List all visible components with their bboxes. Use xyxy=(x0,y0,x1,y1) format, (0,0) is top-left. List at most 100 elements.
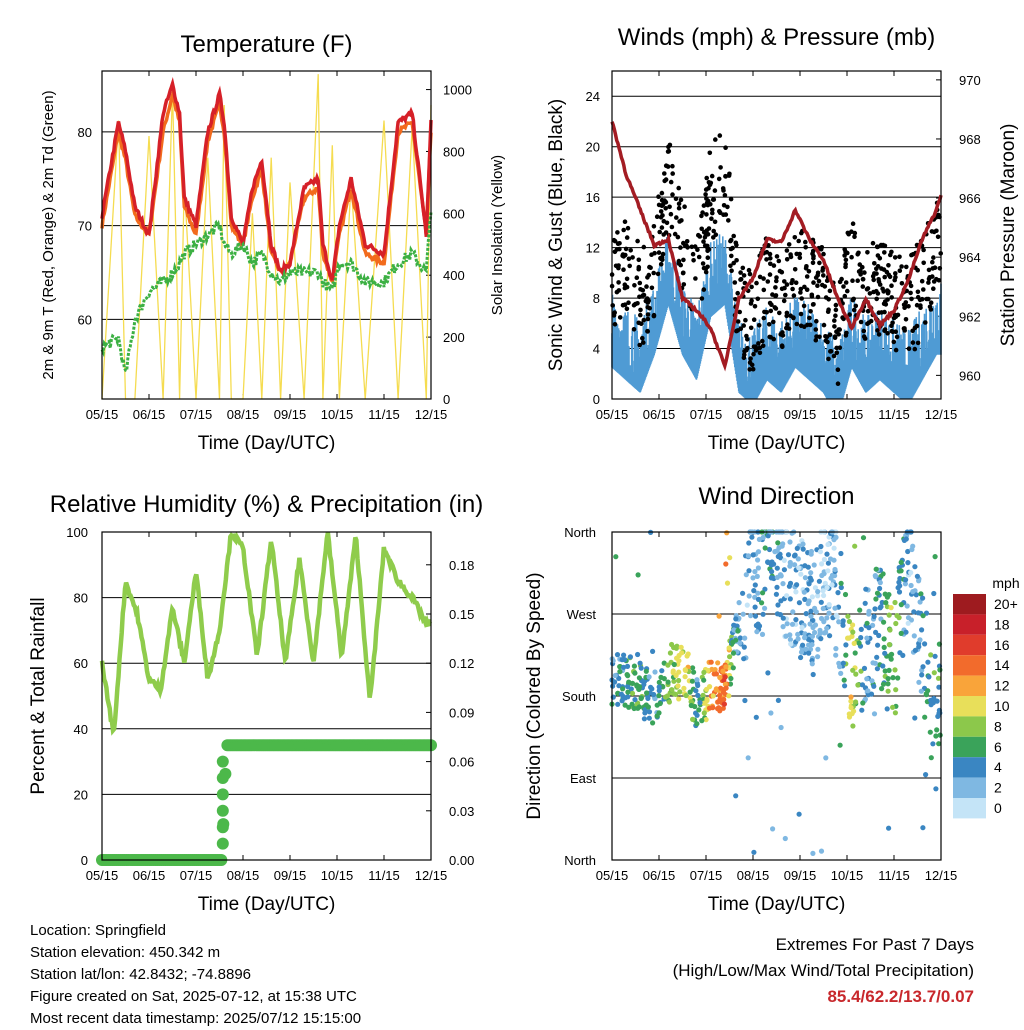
x-tick-label: 07/15 xyxy=(180,868,213,883)
gust-point xyxy=(675,234,681,240)
gust-point xyxy=(816,278,822,284)
humidity-panel: Relative Humidity (%) & Precipitation (i… xyxy=(28,491,483,915)
y-tick-label: South xyxy=(562,689,596,704)
x-tick-label: 07/15 xyxy=(690,407,723,422)
direction-point xyxy=(658,674,664,681)
gust-point xyxy=(815,283,820,289)
direction-point xyxy=(806,581,812,587)
gust-point xyxy=(749,298,754,304)
gust-point xyxy=(849,254,854,260)
direction-point xyxy=(808,570,814,576)
wind-x-label: Time (Day/UTC) xyxy=(708,433,846,454)
direction-point xyxy=(736,600,742,606)
direction-point xyxy=(896,579,902,585)
x-tick-label: 11/15 xyxy=(878,868,910,883)
direction-point xyxy=(669,687,675,693)
direction-point xyxy=(656,684,662,690)
direction-point xyxy=(665,662,671,668)
gust-point xyxy=(928,300,934,306)
direction-point xyxy=(678,644,684,650)
direction-point xyxy=(896,589,903,595)
direction-point xyxy=(727,654,733,660)
direction-point xyxy=(885,676,891,682)
direction-point xyxy=(851,640,857,647)
gust-point xyxy=(704,212,709,217)
direction-point xyxy=(871,711,878,717)
direction-point xyxy=(856,640,862,646)
gust-point xyxy=(826,356,831,362)
y2-tick-label: 1000 xyxy=(443,83,472,98)
x-tick-label: 10/15 xyxy=(321,868,354,883)
gust-point xyxy=(843,333,849,338)
direction-point xyxy=(745,755,751,761)
gust-point xyxy=(728,238,733,244)
gust-point xyxy=(921,287,926,292)
direction-point xyxy=(850,723,856,729)
direction-panel: Wind Direction 05/15 06/15 07/15 08/15 09/15 1… xyxy=(524,483,1020,915)
y-tick-label: 12 xyxy=(586,241,600,256)
direction-point xyxy=(886,612,892,618)
direction-point xyxy=(866,611,872,617)
gust-point xyxy=(934,228,939,234)
direction-point xyxy=(800,642,806,648)
direction-point xyxy=(903,629,909,635)
y-tick-label: 40 xyxy=(74,722,88,737)
gust-point xyxy=(843,264,848,270)
gust-point xyxy=(651,270,656,276)
direction-point xyxy=(762,605,768,611)
direction-point xyxy=(807,621,813,627)
wind-y2-label: Station Pressure (Maroon) xyxy=(998,124,1019,347)
direction-point xyxy=(890,704,896,710)
gust-point xyxy=(641,340,646,345)
gust-point xyxy=(889,328,895,334)
direction-point xyxy=(752,604,758,610)
gust-point xyxy=(814,318,819,324)
direction-point xyxy=(627,654,634,660)
direction-point xyxy=(850,622,856,628)
gust-point xyxy=(673,196,679,201)
direction-point xyxy=(930,741,936,747)
gust-point xyxy=(811,255,816,261)
direction-point xyxy=(919,627,925,633)
gust-point xyxy=(906,346,912,352)
direction-point xyxy=(677,689,683,695)
direction-point xyxy=(751,849,757,855)
direction-point xyxy=(616,683,622,689)
direction-point xyxy=(694,712,700,718)
y2-tick-label: 0.18 xyxy=(449,558,474,573)
direction-point xyxy=(852,543,858,549)
direction-point xyxy=(646,709,653,715)
gust-point xyxy=(771,319,776,325)
legend-swatch xyxy=(953,696,986,717)
gust-point xyxy=(721,203,727,208)
gust-point xyxy=(781,298,787,304)
direction-point xyxy=(775,553,781,560)
gust-point xyxy=(842,293,848,299)
direction-point xyxy=(879,686,885,692)
gust-point xyxy=(672,231,678,237)
direction-point xyxy=(864,676,870,682)
direction-point xyxy=(687,689,693,695)
direction-point xyxy=(681,685,687,692)
direction-point xyxy=(656,679,662,686)
gust-point xyxy=(893,347,899,353)
gust-point xyxy=(638,307,643,313)
gust-point xyxy=(676,205,682,211)
gust-point xyxy=(799,296,804,301)
2m-t-series xyxy=(100,77,433,281)
gust-point xyxy=(699,226,704,232)
gust-point xyxy=(899,264,904,269)
direction-point xyxy=(742,635,748,641)
gust-point xyxy=(774,254,780,259)
direction-point xyxy=(843,652,849,658)
direction-point xyxy=(882,650,888,656)
direction-point xyxy=(928,652,934,658)
direction-point xyxy=(916,679,922,685)
gust-point xyxy=(704,175,709,181)
direction-point xyxy=(935,675,942,681)
gust-point xyxy=(784,248,790,253)
direction-point xyxy=(789,530,795,536)
legend-swatch xyxy=(953,675,986,696)
direction-point xyxy=(822,580,828,586)
station-info: Location: Springfield Station elevation:… xyxy=(30,920,361,1030)
